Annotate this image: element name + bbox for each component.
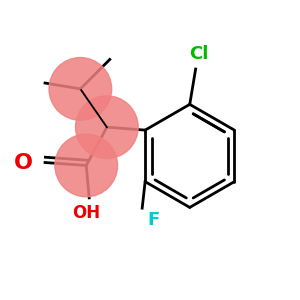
Circle shape	[55, 134, 118, 197]
Circle shape	[76, 96, 138, 158]
Text: Cl: Cl	[189, 45, 208, 63]
Text: O: O	[14, 152, 33, 172]
Circle shape	[49, 58, 112, 120]
Text: OH: OH	[72, 204, 100, 222]
Text: F: F	[148, 211, 160, 229]
